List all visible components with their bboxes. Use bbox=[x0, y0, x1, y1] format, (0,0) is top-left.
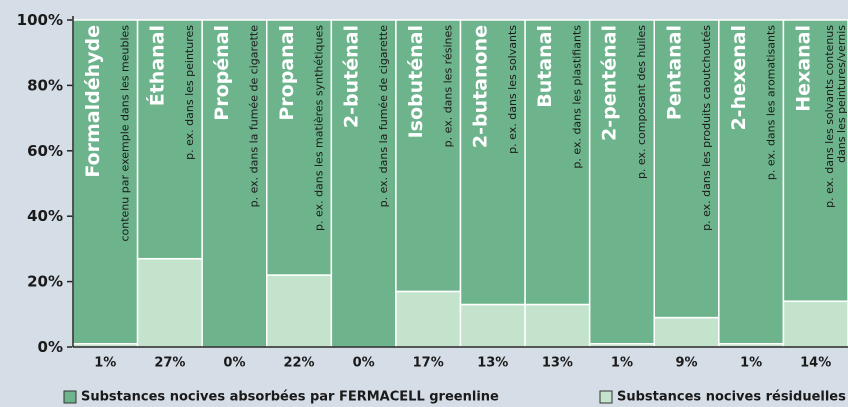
category-description: dans les peintures/vernis bbox=[835, 25, 848, 163]
category-label: Éthanal bbox=[146, 25, 169, 106]
category-description: p. ex. dans les résines bbox=[441, 25, 454, 148]
y-tick-label: 60% bbox=[27, 142, 63, 160]
data-label: 17% bbox=[413, 356, 444, 371]
category-description: contenu par exemple dans les meubles bbox=[119, 25, 132, 242]
y-tick-label: 20% bbox=[27, 273, 63, 291]
bar-segment bbox=[136, 19, 203, 260]
data-label: 13% bbox=[542, 356, 573, 371]
data-label: 27% bbox=[154, 356, 185, 371]
data-label: 9% bbox=[676, 356, 698, 371]
bar-segment bbox=[653, 19, 720, 319]
bar-segment bbox=[266, 19, 333, 276]
bar-segment bbox=[201, 19, 268, 348]
bar-segment bbox=[459, 19, 526, 306]
bar-segment bbox=[782, 19, 848, 302]
category-description: p. ex. dans les peintures bbox=[183, 25, 196, 160]
bar-segment bbox=[266, 274, 333, 348]
category-label: Hexanal bbox=[792, 25, 814, 112]
category-label: 2-hexenal bbox=[728, 25, 750, 131]
data-label: 1% bbox=[740, 356, 762, 371]
category-label: 2-penténal bbox=[599, 25, 621, 141]
category-label: Propénal bbox=[211, 25, 233, 121]
y-tick-label: 100% bbox=[17, 11, 63, 29]
y-tick-label: 40% bbox=[27, 207, 63, 225]
bar-segment bbox=[524, 19, 591, 306]
bar-segment bbox=[395, 19, 462, 293]
bar-segment bbox=[718, 19, 785, 345]
category-description: p. ex. dans la fumée de cigarette bbox=[377, 25, 390, 208]
bar-segment bbox=[524, 303, 591, 348]
category-description: p. ex. dans les aromatisants bbox=[764, 25, 777, 180]
category-description: p. ex. composant des huiles bbox=[635, 25, 648, 179]
category-description: p. ex. dans la fumée de cigarette bbox=[248, 25, 261, 208]
category-description: p. ex. dans les plastifiants bbox=[571, 25, 584, 169]
y-tick-label: 80% bbox=[27, 76, 63, 94]
category-description: p. ex. dans les solvants contenus bbox=[823, 25, 836, 208]
bar-segment bbox=[459, 303, 526, 348]
y-tick-label: 0% bbox=[38, 338, 63, 356]
bar-segment bbox=[330, 19, 397, 348]
data-label: 14% bbox=[800, 356, 831, 371]
data-label: 22% bbox=[283, 356, 314, 371]
data-label: 0% bbox=[223, 356, 245, 371]
bar-segment bbox=[653, 316, 720, 348]
legend-label: Substances nocives absorbées par FERMACE… bbox=[81, 390, 499, 405]
legend-swatch bbox=[599, 390, 613, 404]
bar-segment bbox=[136, 257, 203, 348]
category-description: p. ex. dans les matières synthétiques bbox=[312, 25, 325, 231]
category-label: 2-butanone bbox=[470, 25, 492, 148]
category-label: 2-buténal bbox=[340, 25, 362, 128]
legend-swatch bbox=[63, 390, 77, 404]
category-label: Butanal bbox=[534, 25, 556, 108]
category-description: p. ex. dans les solvants bbox=[506, 25, 519, 154]
category-label: Formaldéhyde bbox=[82, 25, 104, 178]
data-label: 0% bbox=[353, 356, 375, 371]
category-label: Isobuténal bbox=[405, 25, 427, 138]
data-label: 1% bbox=[611, 356, 633, 371]
category-description: p. ex. dans les produits caoutchoutés bbox=[700, 25, 713, 231]
data-label: 1% bbox=[94, 356, 116, 371]
bar-segment bbox=[395, 290, 462, 348]
category-label: Pentanal bbox=[663, 25, 685, 120]
legend-label: Substances nocives résiduelles bbox=[617, 390, 846, 405]
data-label: 13% bbox=[477, 356, 508, 371]
bar-segment bbox=[782, 300, 848, 348]
category-label: Propanal bbox=[276, 25, 298, 121]
